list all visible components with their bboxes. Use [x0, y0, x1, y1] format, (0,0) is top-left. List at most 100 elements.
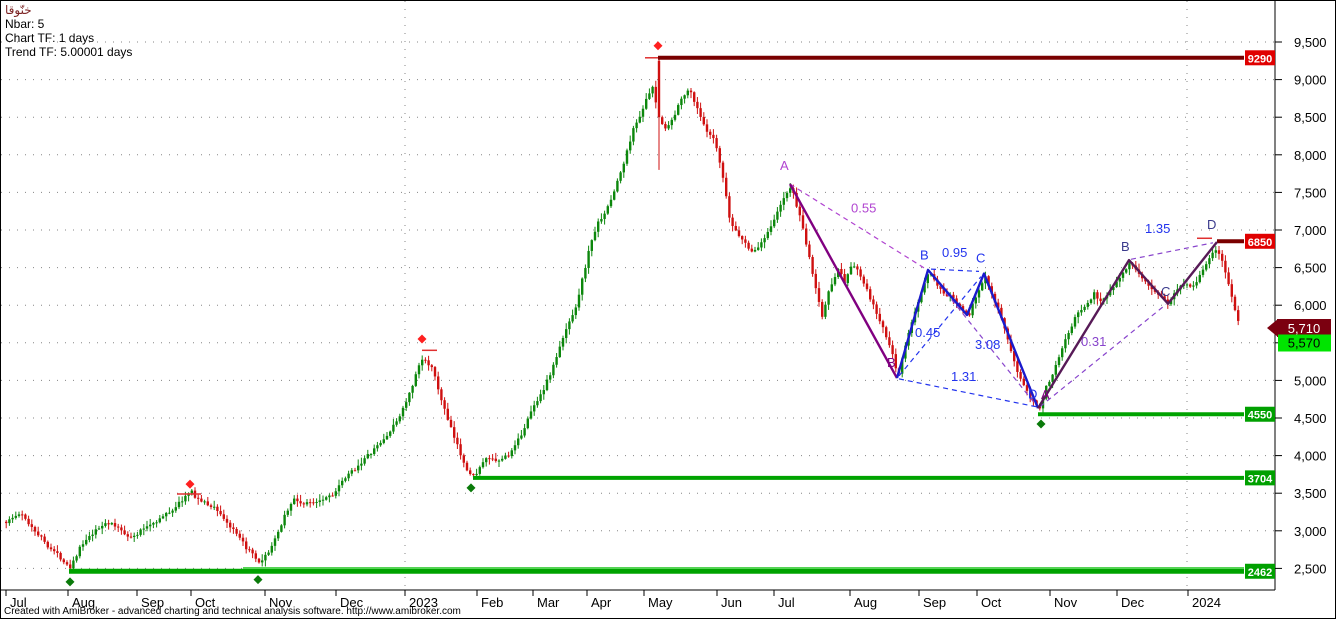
candle-up — [181, 501, 184, 503]
candle-down — [654, 86, 657, 103]
candle-up — [529, 411, 533, 419]
candle-up — [683, 95, 686, 99]
candle-down — [859, 269, 862, 277]
retracement-dashed-line[interactable] — [1039, 303, 1167, 408]
pattern-letter-B: B — [920, 247, 929, 262]
candle-up — [417, 365, 421, 375]
pattern-zigzag-line[interactable] — [1036, 241, 1218, 409]
candle-up — [526, 418, 529, 429]
last-price-tag-arrow — [1267, 319, 1278, 337]
candle-down — [888, 337, 891, 346]
candle-down — [1233, 296, 1237, 311]
candle-up — [523, 428, 526, 436]
candle-up — [1086, 302, 1089, 307]
candle-up — [261, 560, 264, 563]
candle-up — [539, 394, 542, 402]
candle-down — [24, 514, 27, 519]
y-tick-label: 7,000 — [1294, 223, 1327, 238]
candle-down — [1150, 285, 1153, 290]
candle-up — [382, 439, 385, 443]
candle-up — [1195, 282, 1198, 286]
candle-up — [1205, 264, 1208, 270]
candle-down — [462, 455, 465, 463]
retracement-dashed-line[interactable] — [898, 276, 982, 377]
candle-down — [27, 518, 30, 525]
y-tick-label: 7,500 — [1294, 185, 1327, 200]
candle-up — [280, 525, 283, 532]
candle-up — [648, 93, 651, 99]
candle-up — [273, 538, 277, 546]
candle-up — [379, 442, 382, 446]
ratio-label: 0.31 — [1081, 334, 1106, 349]
candle-up — [171, 510, 174, 513]
candle-up — [17, 514, 21, 516]
candle-up — [101, 525, 104, 529]
ratio-label: 0.45 — [915, 325, 940, 340]
candle-down — [885, 327, 888, 338]
last-price-tag[interactable] — [1278, 334, 1331, 352]
candle-up — [289, 504, 293, 511]
candle-down — [1016, 361, 1019, 372]
candle-up — [321, 499, 325, 501]
candle-up — [174, 507, 177, 511]
candle-up — [392, 424, 395, 432]
y-tick-label: 9,000 — [1294, 73, 1327, 88]
y-tick-label: 3,000 — [1294, 524, 1327, 539]
candle-up — [1201, 269, 1205, 275]
candle-up — [88, 536, 91, 540]
candle-down — [661, 117, 664, 124]
candle-up — [334, 491, 337, 496]
candle-down — [299, 501, 302, 504]
candle-down — [811, 257, 814, 274]
ratio-label: 1.31 — [951, 369, 976, 384]
retracement-dashed-line[interactable] — [1130, 242, 1214, 260]
candle-up — [1192, 285, 1195, 287]
candle-down — [245, 541, 248, 550]
candle-down — [1163, 296, 1166, 300]
candle-up — [389, 431, 392, 436]
retracement-dashed-line[interactable] — [928, 271, 1039, 408]
trend-price-tag[interactable] — [1277, 319, 1331, 337]
candle-up — [830, 284, 833, 292]
buy-signal-diamond — [253, 575, 263, 585]
month-label: Mar — [537, 595, 560, 610]
candle-up — [485, 458, 488, 463]
level-value-text: 9290 — [1248, 53, 1272, 65]
candle-up — [267, 552, 270, 555]
candle-up — [536, 401, 539, 406]
candle-up — [161, 516, 165, 519]
candle-down — [229, 522, 232, 528]
candle-down — [1189, 284, 1192, 287]
candle-up — [1115, 281, 1118, 288]
candle-up — [651, 86, 654, 94]
candle-down — [443, 400, 446, 409]
candle-up — [376, 445, 379, 449]
candle-up — [571, 315, 574, 322]
candle-up — [385, 435, 389, 440]
y-tick-label: 6,500 — [1294, 261, 1327, 276]
candle-up — [513, 445, 517, 451]
candle-up — [363, 458, 366, 464]
candle-down — [206, 501, 209, 506]
candle-up — [136, 534, 139, 536]
candle-up — [369, 454, 373, 456]
y-tick-label: 8,500 — [1294, 110, 1327, 125]
pattern-zigzag-line[interactable] — [895, 268, 1040, 409]
retracement-dashed-line[interactable] — [930, 268, 980, 272]
candle-down — [488, 458, 491, 460]
pattern-zigzag-line[interactable] — [788, 183, 899, 379]
candle-up — [478, 467, 481, 474]
candle-down — [459, 444, 462, 456]
candle-down — [805, 228, 808, 245]
candle-up — [926, 274, 929, 284]
candle-up — [833, 277, 837, 285]
nbar-param: Nbar: 5 — [5, 17, 45, 31]
candle-down — [939, 285, 942, 289]
candle-up — [667, 125, 670, 129]
candle-down — [750, 248, 753, 252]
candle-up — [1051, 374, 1054, 382]
candle-up — [501, 458, 504, 461]
candle-down — [21, 514, 24, 516]
candle-up — [75, 556, 78, 561]
